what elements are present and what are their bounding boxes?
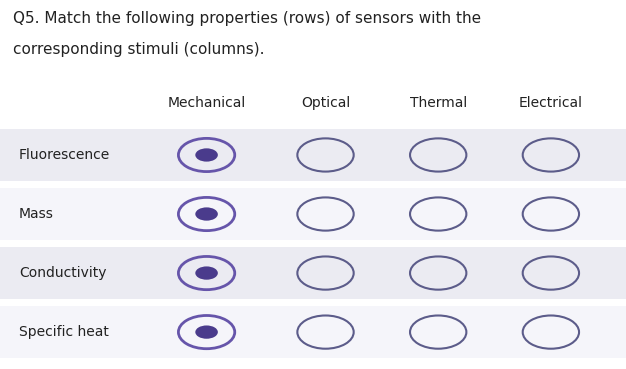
Circle shape: [195, 148, 218, 162]
Circle shape: [195, 207, 218, 221]
FancyBboxPatch shape: [0, 129, 626, 181]
Circle shape: [195, 266, 218, 280]
Text: Mechanical: Mechanical: [168, 96, 245, 110]
FancyBboxPatch shape: [0, 188, 626, 240]
FancyBboxPatch shape: [0, 247, 626, 299]
Text: Conductivity: Conductivity: [19, 266, 106, 280]
Text: Optical: Optical: [301, 96, 350, 110]
Text: corresponding stimuli (columns).: corresponding stimuli (columns).: [13, 42, 264, 58]
Text: Q5. Match the following properties (rows) of sensors with the: Q5. Match the following properties (rows…: [13, 11, 481, 26]
Text: Electrical: Electrical: [519, 96, 583, 110]
Circle shape: [195, 325, 218, 339]
Text: Thermal: Thermal: [409, 96, 467, 110]
Text: Fluorescence: Fluorescence: [19, 148, 110, 162]
FancyBboxPatch shape: [0, 306, 626, 358]
Text: Mass: Mass: [19, 207, 54, 221]
Text: Specific heat: Specific heat: [19, 325, 109, 339]
